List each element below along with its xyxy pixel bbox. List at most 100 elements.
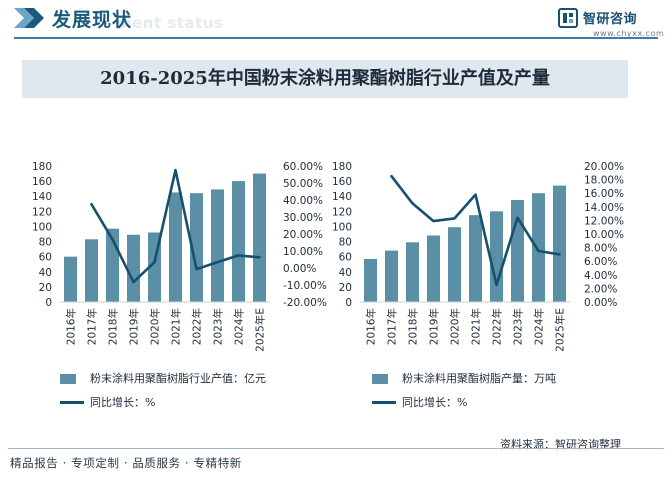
right-axis-tick-label: 12.00% — [584, 215, 624, 227]
right-axis-tick-label: 50.00% — [283, 178, 323, 190]
header-chevron-icon — [14, 8, 44, 28]
left-axis-tick-label: 40 — [39, 267, 52, 279]
x-axis-tick-label: 2022年 — [191, 308, 204, 345]
bar — [552, 185, 567, 302]
bar — [363, 258, 378, 302]
header-ghost-text: ment status — [116, 14, 224, 32]
legend-label: 粉末涂料用聚酯树脂产量：万吨 — [402, 372, 556, 385]
right-axis-tick-label: -10.00% — [283, 280, 327, 292]
legend-label: 同比增长：% — [90, 396, 156, 409]
x-axis-tick-label: 2025年E — [254, 308, 267, 352]
right-axis-tick-label: 30.00% — [283, 212, 323, 224]
left-axis-tick-label: 0 — [345, 297, 352, 309]
left-axis-tick-label: 80 — [339, 237, 352, 249]
bar — [384, 250, 399, 302]
x-axis-tick-label: 2021年 — [470, 308, 483, 345]
brand-url: www.chyxx.com — [593, 29, 665, 38]
right-axis-tick-label: 16.00% — [584, 188, 624, 200]
bar — [426, 235, 441, 302]
bar — [210, 189, 225, 302]
footer-slogan: 精品报告 · 专项定制 · 品质服务 · 专精特新 — [10, 456, 242, 470]
chart-1-legend: 粉末涂料用聚酯树脂行业产值：亿元 同比增长：% — [60, 372, 320, 412]
x-axis-tick-label: 2018年 — [407, 308, 420, 345]
section-title: 发展现状 — [52, 9, 133, 31]
left-axis-tick-label: 160 — [332, 176, 352, 188]
bar — [510, 200, 525, 302]
x-axis-tick-label: 2025年E — [554, 308, 567, 352]
right-axis-tick-label: 20.00% — [584, 161, 624, 173]
growth-line — [90, 168, 261, 284]
main-title-banner: 2016-2025年中国粉末涂料用聚酯树脂行业产值及产量 — [22, 60, 628, 98]
x-axis-tick-label: 2024年 — [533, 308, 546, 345]
legend-line-swatch — [60, 401, 84, 404]
right-axis-tick-label: -20.00% — [283, 297, 327, 309]
left-axis-tick-label: 160 — [32, 176, 52, 188]
x-axis-tick-label: 2021年 — [170, 308, 183, 345]
left-axis-tick-label: 180 — [332, 161, 352, 173]
x-axis-tick-label: 2019年 — [128, 308, 141, 345]
bar — [468, 215, 483, 302]
left-axis-tick-label: 80 — [39, 237, 52, 249]
bar — [84, 239, 99, 302]
bar — [531, 193, 546, 302]
left-axis-tick-label: 20 — [339, 282, 352, 294]
right-axis-tick-label: 8.00% — [584, 243, 617, 255]
x-axis-tick-label: 2024年 — [233, 308, 246, 345]
header-bar: ment status 发展现状 智研咨询 www.chyxx.com — [0, 0, 672, 38]
right-axis-tick-label: 4.00% — [584, 270, 617, 282]
left-axis-tick-label: 0 — [45, 297, 52, 309]
left-axis-tick-label: 60 — [39, 252, 52, 264]
footer-divider — [8, 448, 664, 449]
left-axis-tick-label: 20 — [39, 282, 52, 294]
right-axis-tick-label: 60.00% — [283, 161, 323, 173]
left-axis-tick-label: 100 — [332, 221, 352, 233]
x-axis-tick-label: 2018年 — [107, 308, 120, 345]
left-axis-tick-label: 180 — [32, 161, 52, 173]
source-note: 资料来源：智研咨询整理 — [500, 438, 621, 451]
right-axis-tick-label: 0.00% — [584, 297, 617, 309]
bar — [63, 256, 78, 302]
bar — [231, 181, 246, 302]
bar — [168, 192, 183, 302]
bar — [252, 173, 267, 302]
legend-label: 粉末涂料用聚酯树脂行业产值：亿元 — [90, 372, 266, 385]
x-axis-tick-label: 2022年 — [491, 308, 504, 345]
right-axis-tick-label: 14.00% — [584, 202, 624, 214]
x-axis-tick-label: 2020年 — [449, 308, 462, 345]
left-axis-tick-label: 120 — [32, 206, 52, 218]
brand-logo-icon — [558, 8, 578, 28]
right-axis-tick-label: 10.00% — [283, 246, 323, 258]
bar — [126, 234, 141, 302]
chart-2-legend: 粉末涂料用聚酯树脂产量：万吨 同比增长：% — [372, 372, 632, 412]
bar — [189, 193, 204, 302]
left-axis-tick-label: 60 — [339, 252, 352, 264]
right-axis-tick-label: 0.00% — [283, 263, 316, 275]
bar — [489, 211, 504, 302]
x-axis-tick-label: 2017年 — [386, 308, 399, 345]
x-axis-tick-label: 2016年 — [65, 308, 78, 345]
bar — [447, 227, 462, 302]
right-axis-tick-label: 2.00% — [584, 283, 617, 295]
legend-bar-swatch — [60, 374, 76, 384]
right-axis-tick-label: 18.00% — [584, 175, 624, 187]
x-axis-tick-label: 2020年 — [149, 308, 162, 345]
x-axis-tick-label: 2016年 — [365, 308, 378, 345]
chart-main-title: 2016-2025年中国粉末涂料用聚酯树脂行业产值及产量 — [100, 68, 550, 89]
left-axis-tick-label: 140 — [332, 191, 352, 203]
right-axis-tick-label: 6.00% — [584, 256, 617, 268]
left-axis-tick-label: 140 — [32, 191, 52, 203]
left-axis-tick-label: 40 — [339, 267, 352, 279]
legend-bar-swatch — [372, 374, 388, 384]
growth-line — [390, 174, 561, 287]
right-axis-tick-label: 40.00% — [283, 195, 323, 207]
bar — [405, 242, 420, 302]
right-axis-tick-label: 10.00% — [584, 229, 624, 241]
x-axis-tick-label: 2023年 — [512, 308, 525, 345]
left-axis-tick-label: 120 — [332, 206, 352, 218]
right-axis-tick-label: 20.00% — [283, 229, 323, 241]
x-axis-tick-label: 2019年 — [428, 308, 441, 345]
legend-line-swatch — [372, 401, 396, 404]
header-divider — [14, 37, 658, 39]
legend-label: 同比增长：% — [402, 396, 468, 409]
